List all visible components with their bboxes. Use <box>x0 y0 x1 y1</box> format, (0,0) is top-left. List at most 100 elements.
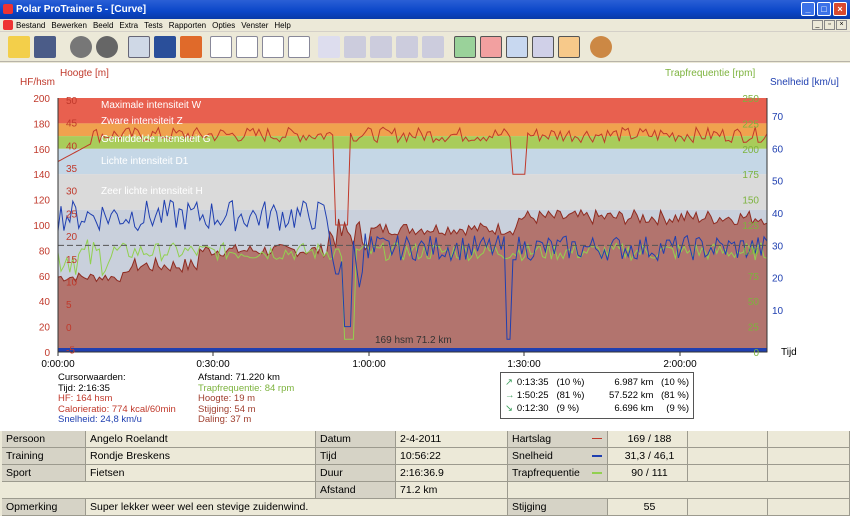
exercise-1-icon[interactable] <box>454 36 476 58</box>
refresh-icon[interactable] <box>396 36 418 58</box>
cadence-tick-label: 250 <box>742 94 759 105</box>
menu-beeld[interactable]: Beeld <box>92 20 114 30</box>
label-opmerking: Opmerking <box>2 499 86 516</box>
time-unit-label: Tijd <box>781 347 797 358</box>
cursor-calorie: Calorieratio: 774 kcal/60min <box>58 403 176 415</box>
menu-opties[interactable]: Opties <box>212 20 236 30</box>
label-persoon: Persoon <box>2 431 86 448</box>
menu-help[interactable]: Help <box>274 20 291 30</box>
cadence-tick-label: 175 <box>742 170 759 181</box>
menu-bar: Bestand Bewerken Beeld Extra Tests Rappo… <box>0 19 850 32</box>
heart-rate-line <box>57 126 768 226</box>
percent-view-icon[interactable] <box>262 36 284 58</box>
value-datum[interactable]: 2-4-2011 <box>396 431 508 448</box>
toolbar <box>0 32 850 62</box>
arrow-up-icon: ↗ <box>505 377 513 388</box>
minimize-button[interactable]: _ <box>801 2 815 16</box>
value-persoon[interactable]: Angelo Roelandt <box>86 431 316 448</box>
tools-icon[interactable] <box>370 36 392 58</box>
slope-time: 1:50:25 <box>516 390 549 401</box>
transfer-icon[interactable] <box>96 36 118 58</box>
speed-tick-label: 50 <box>772 177 784 188</box>
altitude-tick-label: 5 <box>66 300 72 311</box>
hr-zone-band <box>58 174 767 210</box>
hr-tick-label: 20 <box>39 323 51 334</box>
cursor-descent: Daling: 37 m <box>198 414 252 425</box>
time-tick-label: 1:30:00 <box>507 359 541 370</box>
mdi-close-button[interactable]: × <box>836 20 847 30</box>
altitude-tick-label: 20 <box>66 232 78 243</box>
time-cursor-bar[interactable] <box>58 348 767 352</box>
altitude-tick-label: 10 <box>66 277 78 288</box>
label-tijd: Tijd <box>316 448 396 465</box>
bar-view-icon[interactable] <box>236 36 258 58</box>
value-trapfrequentie: 90 / 111 <box>608 465 688 482</box>
label-datum: Datum <box>316 431 396 448</box>
slope-pct: (81 %) <box>556 390 585 401</box>
cadence-tick-label: 50 <box>748 297 760 308</box>
save-icon[interactable] <box>34 36 56 58</box>
menu-bewerken[interactable]: Bewerken <box>51 20 87 30</box>
cursor-hr: HF: 164 hsm <box>58 393 113 404</box>
empty-cell <box>688 431 768 448</box>
time-tick-label: 0:30:00 <box>196 359 230 370</box>
menu-tests[interactable]: Tests <box>144 20 163 30</box>
close-button[interactable]: × <box>833 2 847 16</box>
value-hartslag: 169 / 188 <box>608 431 688 448</box>
diary-icon[interactable] <box>154 36 176 58</box>
empty-cell <box>768 465 850 482</box>
label-afstand: Afstand <box>316 482 396 499</box>
open-folder-icon[interactable] <box>8 36 30 58</box>
menu-rapporten[interactable]: Rapporten <box>168 20 207 30</box>
altitude-tick-label: 0 <box>66 323 72 334</box>
exercise-2-icon[interactable] <box>480 36 502 58</box>
zone-label-h: Zeer lichte intensiteit H <box>101 186 203 197</box>
cadence-tick-label: 25 <box>748 323 760 334</box>
value-duur[interactable]: 2:16:36.9 <box>396 465 508 482</box>
label-stijging: Stijging <box>508 499 608 516</box>
value-sport[interactable]: Fietsen <box>86 465 316 482</box>
speed-line <box>57 199 768 340</box>
exercise-4-icon[interactable] <box>532 36 554 58</box>
maximize-button[interactable]: □ <box>817 2 831 16</box>
zoom-icon[interactable] <box>318 36 340 58</box>
hr-tick-label: 200 <box>33 94 50 105</box>
zone-label-d1: Lichte intensiteit D1 <box>101 156 189 167</box>
slope-dist: 57.522 km <box>609 390 654 401</box>
menu-bestand[interactable]: Bestand <box>16 20 46 30</box>
chart-settings-icon[interactable] <box>422 36 444 58</box>
value-training[interactable]: Rondje Breskens <box>86 448 316 465</box>
altitude-axis-title: Hoogte [m] <box>60 68 109 79</box>
marker-icon[interactable] <box>344 36 366 58</box>
menu-extra[interactable]: Extra <box>119 20 139 30</box>
calendar-icon[interactable] <box>128 36 150 58</box>
exercise-5-icon[interactable] <box>558 36 580 58</box>
connect-icon[interactable] <box>70 36 92 58</box>
curve-chart[interactable]: 200 180 160 140 120 100 80 60 40 20 0 50 45 40 35 30 25 2… <box>0 63 850 370</box>
hr-zone-band <box>58 98 767 124</box>
mdi-restore-button[interactable]: ▫ <box>824 20 835 30</box>
persons-icon[interactable] <box>590 36 612 58</box>
value-tijd[interactable]: 10:56:22 <box>396 448 508 465</box>
exercise-3-icon[interactable] <box>506 36 528 58</box>
arrow-right-icon: → <box>505 390 515 401</box>
cursor-cadence: Trapfrequentie: 84 rpm <box>198 382 295 394</box>
value-afstand[interactable]: 71.2 km <box>396 482 508 499</box>
curve-view-icon[interactable] <box>210 36 232 58</box>
hr-tick-label: 140 <box>33 170 50 181</box>
slope-time: 0:13:35 <box>516 377 549 388</box>
value-stijging: 55 <box>608 499 688 516</box>
hr-tick-label: 0 <box>44 348 50 359</box>
chart-svg: 2001801601401201008060402005045403530252… <box>33 94 784 370</box>
user-icon[interactable] <box>180 36 202 58</box>
mdi-minimize-button[interactable]: _ <box>812 20 823 30</box>
cadence-tick-label: 150 <box>742 196 759 207</box>
menu-venster[interactable]: Venster <box>241 20 269 30</box>
table-view-icon[interactable] <box>288 36 310 58</box>
cadence-tick-label: 0 <box>753 348 759 359</box>
speed-tick-label: 40 <box>772 209 784 220</box>
altitude-tick-label: 30 <box>66 187 78 198</box>
empty-cell <box>688 448 768 465</box>
value-opmerking[interactable]: Super lekker weer wel een stevige zuiden… <box>86 499 508 516</box>
hr-tick-label: 120 <box>33 196 50 207</box>
